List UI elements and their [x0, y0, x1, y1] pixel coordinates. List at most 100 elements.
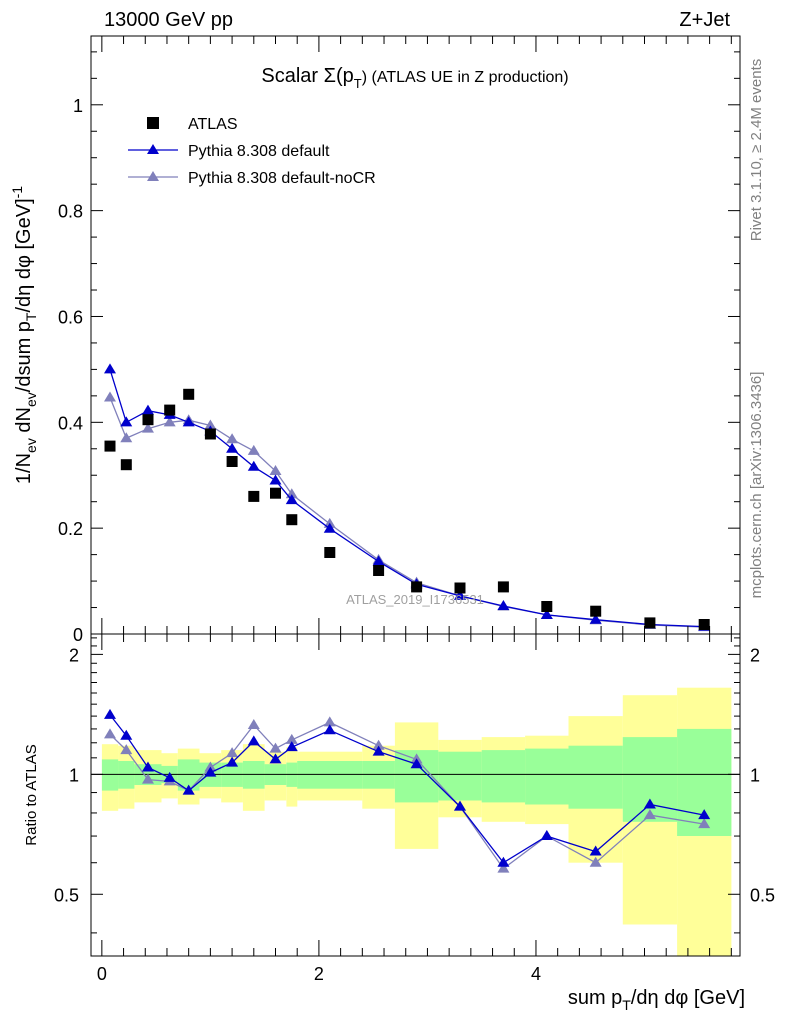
main-x-ticks: [101, 36, 732, 634]
point-default: [247, 460, 260, 471]
point-atlas: [164, 404, 176, 416]
point-atlas: [541, 601, 553, 612]
band-inner: [362, 761, 395, 789]
point-atlas: [373, 565, 385, 576]
ratio-point-default: [372, 745, 385, 756]
rivet-label: Rivet 3.1.10, ≥ 2.4M events: [748, 59, 765, 242]
point-nocr: [269, 465, 282, 476]
x-tick-label: 2: [314, 964, 324, 984]
point-atlas: [226, 456, 238, 467]
ratio-point-nocr: [497, 862, 510, 873]
point-atlas: [248, 490, 260, 502]
main-y-axis: 0 0.2 0.4 0.6 0.8 1: [58, 51, 740, 645]
band-inner: [481, 750, 526, 803]
plot-title-main: Scalar Σ(p: [261, 65, 353, 87]
ratio-y-tick-label-right: 2: [750, 645, 760, 665]
legend-label-atlas: ATLAS: [188, 116, 238, 133]
ratio-point-default: [410, 758, 423, 769]
mcplots-label: mcplots.cern.ch [arXiv:1306.3436]: [748, 372, 765, 599]
point-default: [103, 363, 116, 374]
point-default: [285, 494, 298, 505]
band-inner: [118, 761, 135, 789]
ratio-y-label: Ratio to ATLAS: [23, 744, 40, 845]
point-atlas: [183, 388, 195, 400]
y-tick-label: 0.6: [58, 307, 83, 327]
point-nocr: [247, 444, 260, 455]
point-atlas: [204, 428, 216, 440]
point-default: [269, 474, 282, 485]
point-atlas: [698, 619, 710, 630]
legend-marker-default: [147, 144, 159, 154]
ratio-x-axis: 0 2 4: [97, 634, 732, 984]
band-inner: [297, 761, 363, 789]
plot-title-rest: ) (ATLAS UE in Z production): [362, 69, 569, 86]
point-nocr: [141, 422, 154, 433]
band-inner: [438, 751, 482, 801]
ratio-point-nocr: [269, 742, 282, 753]
ratio-point-nocr: [204, 761, 217, 772]
y-tick-label: 0: [73, 625, 83, 645]
point-default: [120, 416, 133, 427]
y-tick-label: 0.8: [58, 202, 83, 222]
point-nocr: [163, 416, 176, 427]
legend: ATLAS Pythia 8.308 default Pythia 8.308 …: [128, 116, 376, 187]
ratio-point-nocr: [698, 818, 711, 829]
ratio-point-nocr: [643, 809, 656, 820]
ratio-point-nocr: [372, 739, 385, 750]
ratio-panel: 0.5 0.5 1 1 2 2 0 2 4 Ratio to ATLAS sum pT/dη …: [23, 633, 775, 1013]
y-tick-label: 0.4: [58, 413, 83, 433]
point-default: [589, 613, 602, 624]
x-axis-label: sum pT/dη dφ [GeV]: [568, 987, 745, 1013]
ratio-point-default: [540, 830, 553, 841]
ratio-point-default: [103, 708, 116, 719]
header-process: Z+Jet: [679, 9, 730, 31]
plot-title: Scalar Σ(pT) (ATLAS UE in Z production): [261, 65, 568, 91]
ratio-point-default: [182, 784, 195, 795]
ratio-point-nocr: [247, 718, 260, 729]
ratio-point-default: [643, 798, 656, 809]
watermark: ATLAS_2019_I1736531: [346, 592, 484, 607]
ratio-y-axis: 0.5 0.5 1 1 2 2: [54, 637, 775, 934]
point-atlas: [324, 547, 336, 558]
point-default: [497, 599, 510, 610]
legend-label-nocr: Pythia 8.308 default-noCR: [188, 170, 376, 187]
main-plot-content: [103, 363, 711, 632]
ratio-point-default: [323, 724, 336, 735]
main-y-label: 1/Nev dNev/dsum pT/dη dφ [GeV]-1: [9, 186, 39, 484]
legend-marker-nocr: [147, 171, 159, 181]
ratio-plot-content: [91, 687, 740, 956]
ratio-point-nocr: [120, 744, 133, 755]
point-atlas: [270, 487, 281, 499]
point-default: [182, 416, 195, 427]
point-nocr: [226, 433, 239, 444]
line-default: [109, 369, 705, 628]
ratio-point-nocr: [285, 733, 298, 744]
ratio-point-default: [453, 800, 466, 811]
ratio-y-tick-label-right: 1: [750, 765, 760, 785]
ratio-point-default: [589, 845, 602, 856]
point-default: [540, 608, 553, 619]
band-inner: [622, 737, 678, 822]
ratio-point-default: [269, 753, 282, 764]
ratio-point-nocr: [226, 747, 239, 758]
x-tick-label: 4: [531, 964, 541, 984]
point-default: [372, 555, 385, 566]
ratio-point-default: [247, 735, 260, 746]
header-energy: 13000 GeV pp: [104, 9, 233, 31]
band-inner: [101, 759, 119, 791]
ratio-point-default: [285, 741, 298, 752]
point-atlas: [644, 617, 656, 629]
y-tick-label: 1: [73, 96, 83, 116]
ratio-point-nocr: [323, 716, 336, 727]
point-nocr: [103, 391, 116, 402]
legend-label-default: Pythia 8.308 default: [188, 143, 330, 160]
y-tick-label: 0.2: [58, 519, 83, 539]
ratio-point-default: [120, 729, 133, 740]
ratio-point-default: [698, 809, 711, 820]
ratio-point-nocr: [589, 856, 602, 867]
band-inner: [568, 745, 623, 809]
ratio-point-default: [226, 756, 239, 767]
point-atlas: [120, 459, 132, 471]
x-tick-label: 0: [97, 964, 107, 984]
